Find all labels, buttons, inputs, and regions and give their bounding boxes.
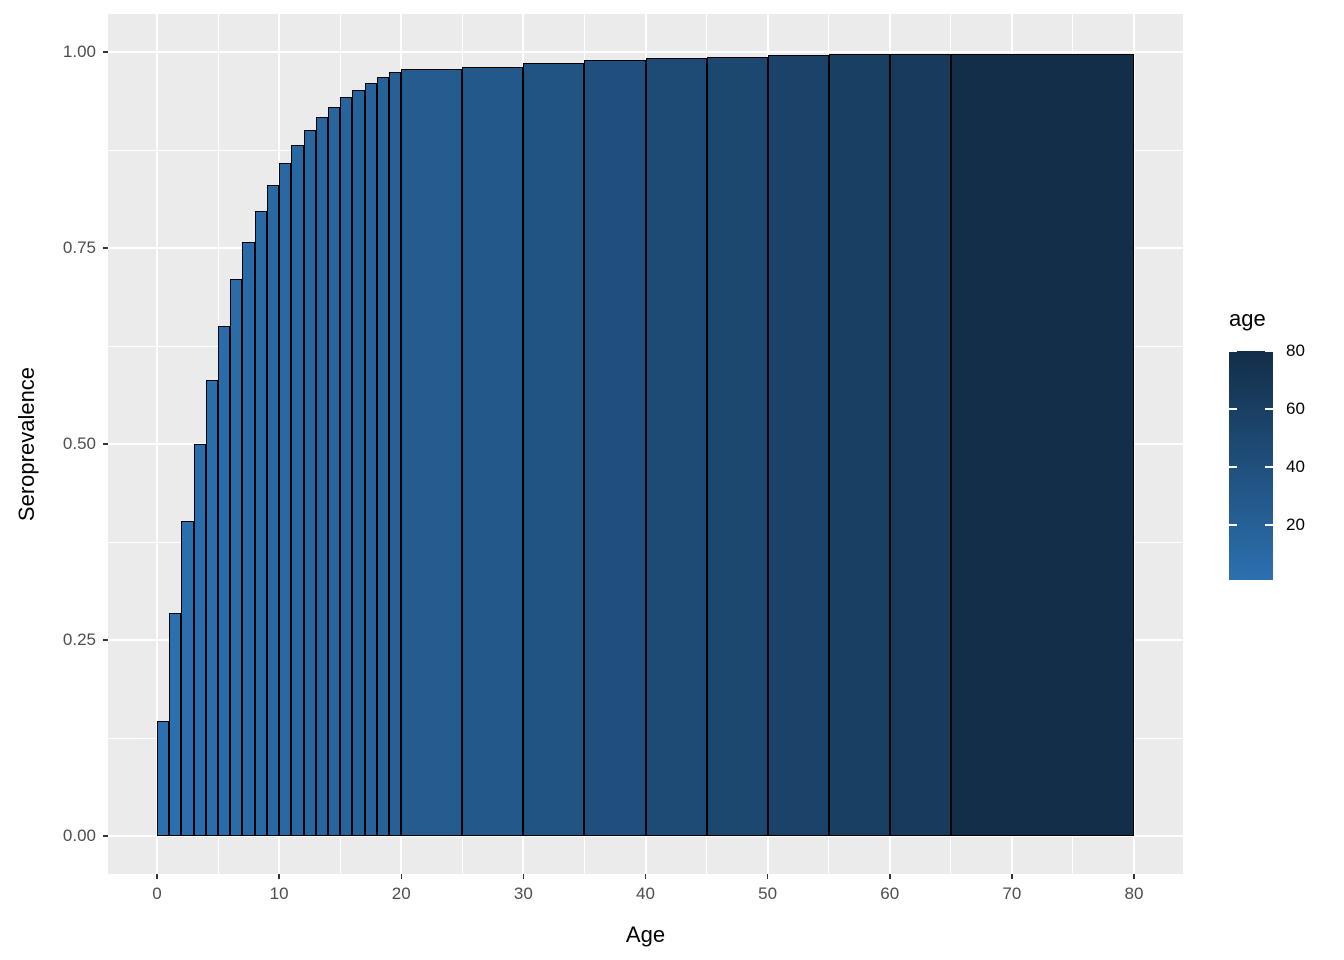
bar (523, 62, 585, 836)
bar (242, 241, 255, 836)
x-tick-mark (522, 874, 525, 879)
y-tick-mark (103, 835, 108, 837)
bar (462, 66, 524, 836)
x-tick-mark (1133, 874, 1135, 879)
legend-gradient-bar (1229, 351, 1273, 580)
legend-tick-mark (1229, 465, 1237, 468)
bar (340, 97, 353, 836)
bar (193, 444, 206, 836)
x-tick-label: 10 (269, 884, 289, 903)
legend-tick-label: 60 (1286, 398, 1305, 418)
legend-tick-label: 40 (1286, 456, 1305, 476)
y-tick-label: 0.75 (62, 238, 96, 257)
bar (230, 279, 243, 836)
y-tick-mark (103, 51, 108, 53)
bar (352, 89, 365, 836)
x-tick-mark (156, 874, 158, 879)
bar (157, 720, 170, 836)
y-tick-label: 0.00 (62, 826, 96, 845)
x-tick-mark (278, 874, 280, 879)
bar (254, 211, 267, 836)
bar (205, 379, 219, 836)
x-tick-mark (400, 874, 402, 879)
legend-tick-mark (1229, 523, 1237, 526)
x-tick-label: 80 (1124, 884, 1144, 903)
bar (828, 54, 890, 836)
bar (218, 325, 231, 836)
plot-panel (108, 14, 1183, 874)
bar (950, 53, 1134, 836)
x-tick-label: 20 (391, 884, 411, 903)
legend-tick-mark (1265, 350, 1273, 352)
bar (767, 55, 829, 836)
gridline-y-major (108, 51, 1183, 53)
x-tick-mark (889, 874, 891, 879)
legend-title: age (1229, 306, 1266, 331)
x-tick-label: 30 (513, 884, 533, 903)
gridline-y-major (108, 835, 1183, 837)
x-tick-mark (644, 874, 647, 879)
bar (584, 59, 646, 836)
x-axis-title: Age (625, 922, 666, 947)
legend-tick-mark (1229, 350, 1237, 352)
x-tick-label: 60 (880, 884, 900, 903)
x-tick-mark (1011, 874, 1013, 879)
bar (645, 58, 707, 836)
legend-tick-mark (1229, 407, 1237, 410)
bar (376, 77, 390, 836)
x-tick-label: 50 (758, 884, 778, 903)
x-tick-label: 40 (636, 884, 655, 903)
legend-tick-mark (1265, 523, 1273, 526)
x-tick-label: 0 (152, 884, 162, 903)
y-tick-mark (103, 443, 108, 445)
bar (169, 612, 182, 836)
bar (279, 163, 292, 836)
x-tick-label: 70 (1002, 884, 1022, 903)
legend-tick-mark (1265, 407, 1273, 410)
legend-tick-label: 20 (1286, 514, 1305, 534)
legend-tick-mark (1265, 465, 1273, 468)
y-axis-title: Seroprevalence (14, 366, 39, 522)
bar (889, 53, 951, 836)
y-tick-mark (103, 639, 108, 641)
bar (401, 69, 463, 836)
bar (291, 145, 304, 836)
y-tick-mark (103, 247, 108, 249)
y-tick-label: 0.50 (62, 434, 96, 453)
bar (327, 106, 341, 836)
y-tick-label: 1.00 (62, 42, 96, 61)
bar (266, 185, 280, 836)
bar (181, 520, 194, 836)
bar (315, 117, 328, 836)
bar (303, 130, 316, 836)
bar (364, 82, 377, 836)
y-tick-label: 0.25 (62, 630, 96, 649)
legend-tick-label: 80 (1286, 341, 1305, 360)
bar (389, 71, 402, 836)
x-tick-mark (766, 874, 769, 879)
bar (706, 57, 768, 836)
